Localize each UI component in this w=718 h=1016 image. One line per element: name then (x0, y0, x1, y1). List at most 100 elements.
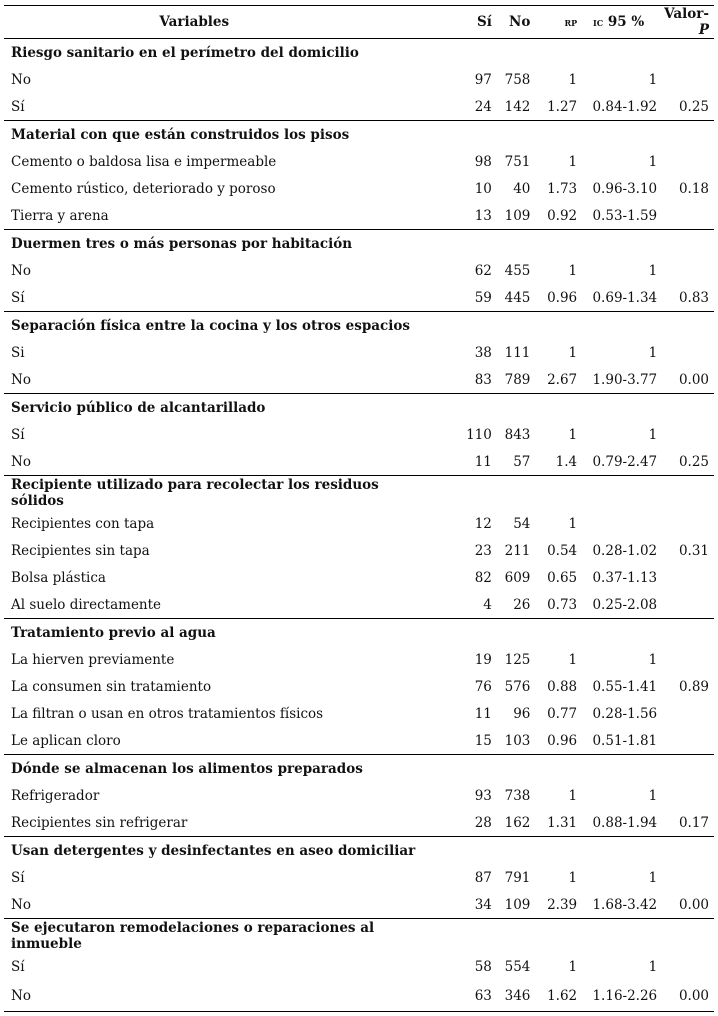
row-label: Al suelo directamente (11, 596, 162, 613)
table-row: Recipientes sin refrigerar 28 162 1.31 0.88-… (4, 809, 714, 837)
ic-value: 0.84-1.92 (592, 98, 658, 115)
no-count: 26 (513, 596, 531, 613)
rp-value: 1.27 (547, 98, 578, 115)
table-row: Cemento rústico, deteriorado y poroso 10 4… (4, 175, 714, 202)
si-count: 15 (474, 732, 492, 749)
no-count: 125 (504, 651, 531, 668)
empty-cell (664, 619, 714, 647)
ic-value: 0.55-1.41 (592, 678, 658, 695)
empty-cell (496, 837, 541, 865)
empty-cell (540, 312, 579, 340)
p-value: 0.25 (678, 453, 709, 470)
group-heading-row: Servicio público de alcantarillado (4, 394, 714, 422)
row-label: Si (11, 344, 25, 361)
si-count: 76 (474, 678, 492, 695)
table-row: Al suelo directamente 4 26 0.73 0.25-2.08 (4, 591, 714, 619)
empty-cell (540, 919, 579, 954)
row-label: La hierven previamente (11, 651, 175, 668)
empty-cell (664, 39, 714, 67)
rp-value: 0.96 (547, 732, 578, 749)
row-label: Sí (11, 98, 25, 115)
group-title: Servicio público de alcantarillado (11, 399, 266, 416)
si-count: 98 (474, 153, 492, 170)
empty-cell (454, 230, 495, 258)
si-count: 87 (474, 869, 492, 886)
row-label: Refrigerador (11, 787, 100, 804)
empty-cell (579, 230, 664, 258)
header-p-prefix: Valor- (664, 6, 709, 22)
empty-cell (454, 476, 495, 511)
empty-cell (664, 837, 714, 865)
table-row: La consumen sin tratamiento 76 576 0.88 0.55… (4, 673, 714, 700)
p-value (664, 782, 714, 809)
row-label: Le aplican cloro (11, 732, 121, 749)
table-row: No 11 57 1.4 0.79-2.47 0.25 (4, 448, 714, 476)
empty-cell (454, 394, 495, 422)
table-row: La filtran o usan en otros tratamientos … (4, 700, 714, 727)
rp-value: 1 (568, 153, 578, 170)
empty-cell (579, 312, 664, 340)
header-ic-suffix: 95 % (603, 14, 645, 30)
empty-cell (664, 755, 714, 783)
group-heading-row: Se ejecutaron remodelaciones o reparacio… (4, 919, 714, 954)
si-count: 34 (474, 896, 492, 913)
ic-value: 0.88-1.94 (592, 814, 658, 831)
no-count: 554 (504, 958, 531, 975)
empty-cell (454, 121, 495, 149)
row-label: Sí (11, 869, 25, 886)
empty-cell (496, 919, 541, 954)
group-title: Tratamiento previo al agua (11, 624, 216, 641)
p-value: 0.00 (678, 371, 709, 388)
rp-value: 1 (568, 958, 578, 975)
si-count: 10 (474, 180, 492, 197)
ic-value: 1 (648, 869, 658, 886)
p-value (664, 727, 714, 755)
p-value (664, 148, 714, 175)
no-count: 40 (513, 180, 531, 197)
p-value: 0.89 (678, 678, 709, 695)
p-value: 0.25 (678, 98, 709, 115)
p-value (664, 564, 714, 591)
no-count: 843 (504, 426, 531, 443)
variable-group: Se ejecutaron remodelaciones o reparacio… (4, 919, 714, 1012)
empty-cell (496, 230, 541, 258)
p-value (664, 646, 714, 673)
header-p-suffix: P (698, 22, 709, 38)
no-count: 109 (504, 896, 531, 913)
no-count: 576 (504, 678, 531, 695)
p-value (664, 700, 714, 727)
rp-value: 0.88 (547, 678, 578, 695)
ic-value: 1 (648, 344, 658, 361)
variable-group: Material con que están construidos los p… (4, 121, 714, 230)
ic-value (579, 510, 664, 537)
row-label: Tierra y arena (11, 207, 109, 224)
group-heading-row: Tratamiento previo al agua (4, 619, 714, 647)
empty-cell (496, 312, 541, 340)
table-row: Tierra y arena 13 109 0.92 0.53-1.59 (4, 202, 714, 230)
header-rp: rp (540, 6, 579, 39)
empty-cell (664, 230, 714, 258)
p-value: 0.83 (678, 289, 709, 306)
p-value (664, 953, 714, 980)
table-row: Sí 59 445 0.96 0.69-1.34 0.83 (4, 284, 714, 312)
si-count: 82 (474, 569, 492, 586)
group-title: Recipiente utilizado para recolectar los… (11, 477, 379, 509)
table-row: No 63 346 1.62 1.16-2.26 0.00 (4, 980, 714, 1012)
ic-value: 1.68-3.42 (592, 896, 658, 913)
rp-value: 0.77 (547, 705, 578, 722)
empty-cell (664, 312, 714, 340)
empty-cell (579, 919, 664, 954)
row-label: Recipientes sin tapa (11, 542, 150, 559)
header-row: Variables Sí No rp ic 95 % Valor-P (4, 5, 714, 39)
table-row: No 97 758 1 1 (4, 66, 714, 93)
variable-group: Servicio público de alcantarillado Sí 110 8… (4, 394, 714, 476)
row-label: Cemento o baldosa lisa e impermeable (11, 153, 277, 170)
empty-cell (664, 394, 714, 422)
empty-cell (579, 476, 664, 511)
row-label: No (11, 71, 31, 88)
p-value: 0.17 (678, 814, 709, 831)
group-heading-row: Dónde se almacenan los alimentos prepara… (4, 755, 714, 783)
table-row: Si 38 111 1 1 (4, 339, 714, 366)
rp-value: 1.4 (555, 453, 578, 470)
variable-group: Riesgo sanitario en el perímetro del dom… (4, 39, 714, 121)
